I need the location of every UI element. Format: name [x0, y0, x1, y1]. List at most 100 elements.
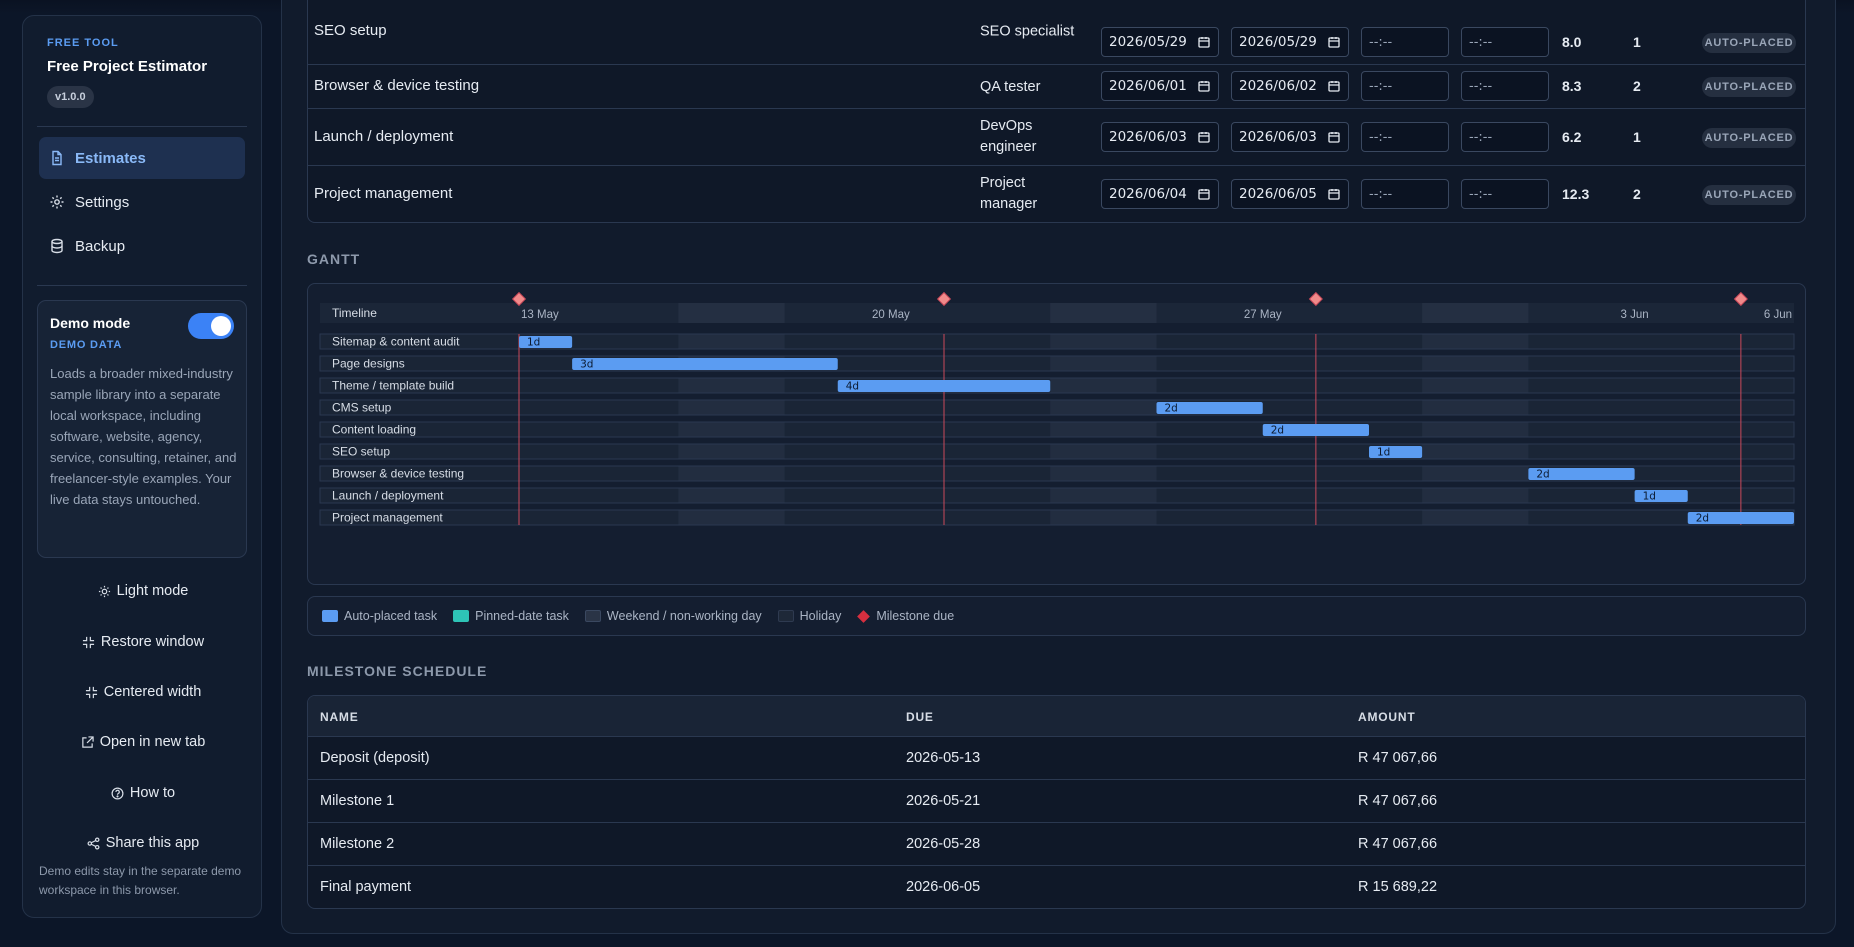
action-label: Light mode [116, 583, 189, 599]
start-time-input[interactable]: --:-- [1361, 122, 1449, 152]
weekend-shade [1422, 334, 1529, 349]
timeline-label: Timeline [332, 306, 377, 320]
gantt-bar [1262, 424, 1369, 436]
start-date-input[interactable]: 2026/06/04 [1101, 179, 1219, 209]
end-time-value: --:-- [1469, 34, 1493, 50]
gantt-row-border [319, 377, 1795, 394]
start-date-input[interactable]: 2026/06/01 [1101, 71, 1219, 101]
start-date-input[interactable]: 2026/06/03 [1101, 122, 1219, 152]
legend-swatch [453, 610, 470, 622]
tasks-table: SEO setup SEO specialist 2026/05/29 2026… [307, 0, 1806, 223]
legend-label: Auto-placed task [344, 609, 438, 623]
sidebar-divider [37, 285, 247, 286]
task-role: SEO specialist [980, 23, 1075, 40]
end-time-input[interactable]: --:-- [1461, 179, 1549, 209]
gantt-task-label: Browser & device testing [332, 467, 464, 481]
gantt-row-border [319, 399, 1795, 416]
light-mode-button[interactable]: Light mode [23, 573, 263, 609]
action-label: How to [129, 785, 176, 801]
action-label: Open in new tab [99, 734, 206, 750]
how-to-button[interactable]: How to [23, 775, 263, 811]
restore-window-button[interactable]: Restore window [23, 624, 263, 660]
task-hours: 8.3 [1562, 78, 1582, 94]
weekend-shade [1050, 444, 1157, 459]
gantt-task-label: Launch / deployment [332, 489, 444, 503]
action-label: Share this app [105, 835, 200, 851]
gantt-bar-label: 1d [1377, 447, 1390, 459]
date-tick-label: 13 May [521, 309, 559, 321]
gantt-task-label: Project management [332, 511, 443, 525]
gantt-bar-label: 1d [1643, 491, 1656, 503]
weekend-shade-header [1050, 303, 1157, 323]
task-role: Project manager [980, 175, 1038, 212]
toggle-knob [211, 316, 231, 336]
weekend-shade [678, 444, 785, 459]
end-date-input[interactable]: 2026/06/03 [1231, 122, 1349, 152]
weekend-shade [1422, 444, 1529, 459]
calendar-icon [1328, 132, 1340, 143]
milestone-amount: R 47 067,66 [1358, 793, 1438, 809]
demo-mode-toggle[interactable] [188, 313, 234, 339]
gantt-task-label: SEO setup [332, 445, 390, 459]
document-icon [52, 150, 62, 166]
milestone-amount: R 15 689,22 [1358, 879, 1438, 895]
centered-width-button[interactable]: Centered width [23, 674, 263, 710]
start-time-input[interactable]: --:-- [1361, 71, 1449, 101]
start-time-input[interactable]: --:-- [1361, 179, 1449, 209]
start-date-value: 2026/06/04 [1109, 186, 1187, 202]
open-new-tab-button[interactable]: Open in new tab [23, 724, 263, 760]
task-hours: 12.3 [1562, 186, 1590, 202]
restore-icon [82, 636, 94, 648]
end-time-value: --:-- [1469, 186, 1493, 202]
nav-item-settings[interactable]: Settings [39, 181, 245, 223]
end-time-input[interactable]: --:-- [1461, 27, 1549, 57]
milestone-amount: R 47 067,66 [1358, 750, 1438, 766]
sidebar-divider [37, 126, 247, 127]
gantt-bar [1369, 446, 1423, 458]
nav-label: Backup [75, 237, 126, 255]
weekend-shade [1422, 488, 1529, 503]
milestone-diamond-icon [857, 609, 871, 623]
milestone-table-header: NAME DUE AMOUNT [308, 696, 1805, 737]
nav-item-estimates[interactable]: Estimates [39, 137, 245, 179]
start-time-input[interactable]: --:-- [1361, 27, 1449, 57]
end-date-input[interactable]: 2026/05/29 [1231, 27, 1349, 57]
table-row: Project management Project manager 2026/… [308, 166, 1805, 223]
gantt-bar-label: 1d [527, 337, 540, 349]
end-time-input[interactable]: --:-- [1461, 71, 1549, 101]
column-header-name: NAME [320, 710, 359, 724]
legend-swatch [777, 610, 794, 622]
start-date-input[interactable]: 2026/05/29 [1101, 27, 1219, 57]
milestone-diamond [511, 291, 527, 307]
weekend-shade [1050, 422, 1157, 437]
milestone-diamond [1733, 291, 1748, 307]
calendar-icon [1328, 189, 1340, 200]
milestone-name: Deposit (deposit) [320, 750, 430, 766]
sidebar-footer-note: Demo edits stay in the separate demo wor… [39, 864, 242, 897]
date-tick-label: 3 Jun [1621, 309, 1649, 321]
weekend-shade [678, 334, 785, 349]
gantt-chart: Timeline 13 May 20 May 27 May 3 Jun 6 Jun Site… [307, 283, 1806, 585]
demo-description: Loads a broader mixed-industry sample li… [50, 366, 237, 507]
centered-width-icon [85, 686, 97, 698]
nav-label: Estimates [75, 149, 146, 167]
help-circle-icon [111, 787, 124, 799]
brand-eyebrow: FREE TOOL [47, 37, 119, 49]
share-app-button[interactable]: Share this app [23, 825, 263, 861]
legend-item-auto: Auto-placed task [322, 609, 437, 623]
end-date-input[interactable]: 2026/06/05 [1231, 179, 1349, 209]
legend-item-weekend: Weekend / non-working day [584, 609, 762, 623]
end-time-input[interactable]: --:-- [1461, 122, 1549, 152]
weekend-shade [1050, 378, 1157, 393]
start-date-value: 2026/06/03 [1109, 129, 1187, 145]
gantt-row-border [319, 443, 1795, 460]
task-hours: 8.0 [1562, 34, 1582, 50]
legend-item-pinned: Pinned-date task [453, 609, 569, 623]
nav-item-backup[interactable]: Backup [39, 225, 245, 267]
task-name: SEO setup [314, 22, 387, 39]
weekend-shade-header [678, 303, 785, 323]
task-hours: 6.2 [1562, 129, 1582, 145]
gantt-bar-label: 3d [580, 359, 593, 371]
end-date-input[interactable]: 2026/06/02 [1231, 71, 1349, 101]
end-time-value: --:-- [1469, 78, 1493, 94]
